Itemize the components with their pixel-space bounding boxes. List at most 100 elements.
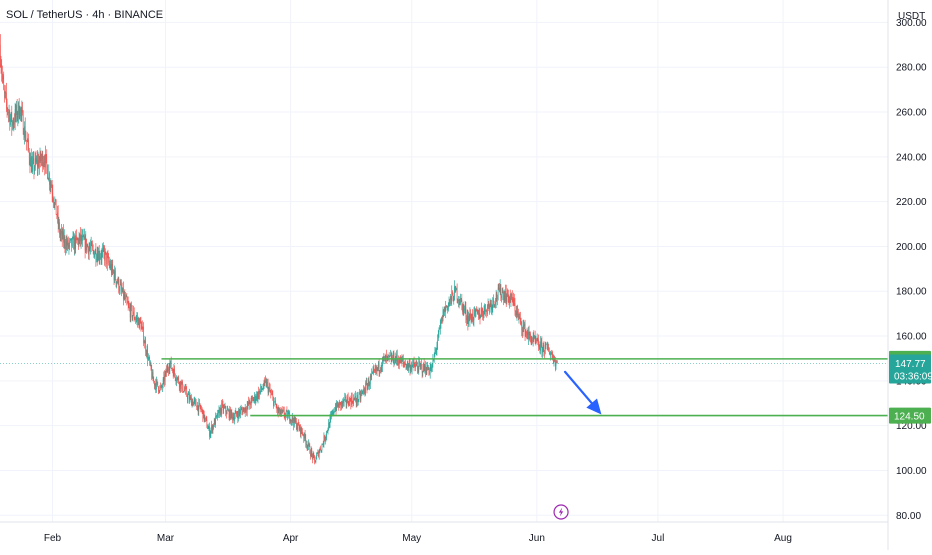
candle bbox=[361, 390, 363, 395]
arrow-head[interactable] bbox=[586, 398, 602, 415]
candle bbox=[185, 383, 187, 390]
candle bbox=[472, 309, 473, 323]
candle bbox=[365, 380, 366, 396]
candle bbox=[406, 363, 408, 370]
candle bbox=[250, 401, 251, 410]
candle bbox=[94, 251, 95, 259]
candle bbox=[170, 360, 171, 369]
candle bbox=[523, 319, 525, 333]
candle bbox=[67, 236, 69, 249]
candle bbox=[320, 445, 321, 451]
candle bbox=[304, 430, 306, 442]
candle bbox=[53, 196, 54, 209]
candle bbox=[39, 147, 41, 164]
candle bbox=[246, 400, 248, 417]
currency-label: USDT bbox=[898, 11, 926, 22]
candle bbox=[33, 151, 35, 180]
candle bbox=[327, 427, 329, 435]
candle bbox=[41, 153, 42, 166]
candle bbox=[309, 443, 311, 454]
candle bbox=[80, 227, 81, 247]
candle bbox=[53, 201, 55, 209]
candle bbox=[240, 404, 242, 411]
candle bbox=[366, 378, 368, 394]
candle bbox=[325, 434, 327, 442]
candle bbox=[481, 307, 483, 317]
candle bbox=[454, 280, 455, 301]
candle bbox=[410, 364, 412, 374]
candle bbox=[412, 358, 414, 368]
candle bbox=[326, 430, 327, 441]
candle bbox=[230, 406, 231, 420]
candle bbox=[180, 380, 181, 393]
candle bbox=[301, 426, 303, 435]
candle bbox=[47, 177, 49, 180]
horizontal-levels[interactable] bbox=[161, 358, 888, 417]
candle bbox=[238, 407, 240, 417]
candle bbox=[317, 449, 319, 454]
candle bbox=[45, 145, 46, 174]
candle bbox=[511, 292, 512, 300]
candle bbox=[282, 409, 284, 414]
candle bbox=[532, 332, 534, 347]
lightning-bolt-icon[interactable] bbox=[553, 504, 569, 520]
candle bbox=[25, 130, 27, 142]
candle bbox=[76, 229, 77, 244]
candle bbox=[230, 409, 232, 420]
candle bbox=[155, 378, 157, 394]
candle bbox=[129, 302, 130, 312]
candle bbox=[302, 432, 304, 437]
candle bbox=[122, 287, 124, 293]
candle bbox=[363, 386, 365, 395]
candle bbox=[520, 317, 522, 326]
candle bbox=[173, 363, 175, 377]
candle bbox=[28, 133, 29, 153]
candle bbox=[205, 417, 206, 422]
candle bbox=[265, 375, 266, 384]
candle bbox=[154, 380, 155, 390]
candle bbox=[441, 316, 442, 324]
candle bbox=[374, 365, 376, 373]
candle bbox=[5, 85, 7, 100]
price-axis[interactable]: 80.00100.00120.00140.00160.00180.00200.0… bbox=[896, 18, 927, 522]
candle bbox=[158, 386, 159, 395]
time-axis[interactable]: Feb Mar Apr May Jun Jul Aug bbox=[44, 533, 792, 544]
candle bbox=[492, 297, 494, 313]
candle bbox=[450, 293, 451, 306]
candle bbox=[439, 319, 441, 335]
candle bbox=[540, 338, 542, 348]
candle bbox=[127, 296, 128, 304]
candle bbox=[515, 310, 516, 318]
candle bbox=[538, 341, 540, 350]
candle bbox=[462, 301, 464, 317]
candle bbox=[320, 449, 322, 453]
candle bbox=[46, 149, 48, 174]
candle bbox=[542, 342, 544, 352]
candle bbox=[29, 152, 31, 174]
candle bbox=[286, 406, 288, 412]
candle bbox=[316, 452, 317, 460]
candle bbox=[261, 385, 262, 393]
candle bbox=[214, 418, 216, 425]
candle bbox=[176, 375, 177, 387]
candle bbox=[500, 284, 502, 301]
candle bbox=[321, 443, 323, 453]
candle bbox=[357, 399, 359, 406]
candle bbox=[503, 289, 505, 303]
candle bbox=[306, 440, 307, 449]
candle bbox=[434, 346, 436, 357]
candle bbox=[369, 373, 371, 390]
projection-arrow[interactable] bbox=[563, 370, 602, 415]
candle bbox=[195, 398, 196, 406]
candle bbox=[351, 392, 353, 404]
event-markers[interactable] bbox=[553, 504, 569, 520]
candle bbox=[239, 408, 241, 419]
candle bbox=[55, 199, 57, 215]
candle bbox=[103, 245, 105, 259]
candle bbox=[62, 228, 64, 240]
arrow-shaft[interactable] bbox=[563, 370, 593, 405]
candle bbox=[404, 359, 406, 366]
candle bbox=[81, 228, 83, 245]
